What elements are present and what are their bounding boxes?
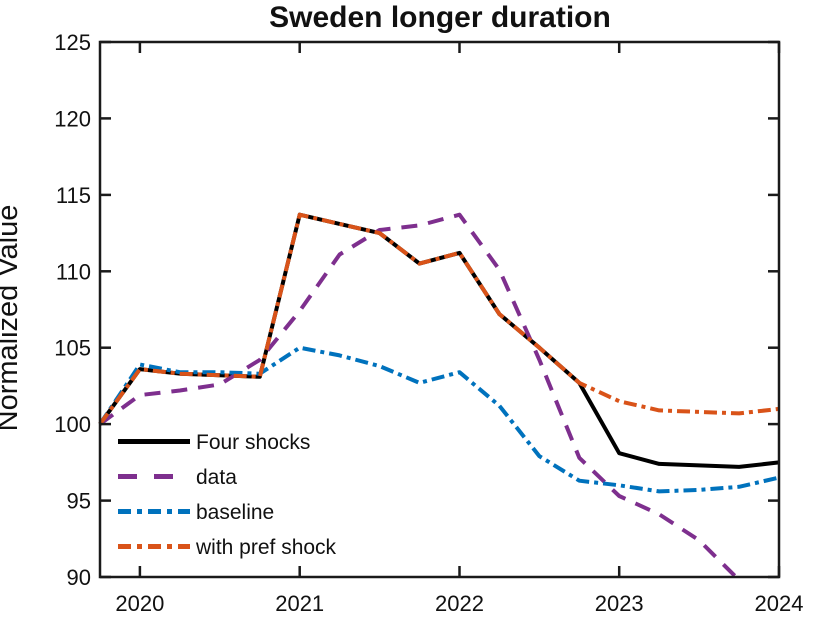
legend-item-data: data (118, 466, 237, 489)
x-tick-label: 2022 (435, 591, 484, 616)
y-tick-label: 105 (54, 336, 91, 361)
y-tick-label: 115 (56, 183, 91, 208)
axes-layer: 2020 2021 2022 2023 2024 90 95 100 105 110 115 120 1… (54, 30, 803, 616)
x-tick-label: 2024 (755, 591, 804, 616)
y-tick-label: 100 (54, 412, 91, 437)
chart-title: Sweden longer duration (269, 1, 611, 34)
legend-label-data: data (196, 466, 237, 489)
series-baseline-line (98, 345, 780, 494)
series-with-pref-shock-line (98, 212, 780, 426)
legend-item-with-pref-shock: with pref shock (118, 536, 337, 559)
y-tick-label: 110 (56, 259, 91, 284)
x-tick-label: 2023 (595, 591, 644, 616)
y-tick-label: 125 (54, 30, 91, 55)
legend-label-baseline: baseline (196, 501, 274, 524)
plot-border (98, 40, 781, 579)
legend-item-four-shocks: Four shocks (118, 431, 310, 454)
legend-label-with-pref-shock: with pref shock (195, 536, 337, 559)
legend-item-baseline: baseline (118, 501, 274, 524)
x-tick-label: 2021 (275, 591, 324, 616)
legend: Four shocks data baseline with pref shock (118, 431, 337, 559)
series-data-line (98, 212, 739, 577)
plot-series-layer (98, 212, 780, 577)
y-axis-label: Normalized Value (0, 205, 24, 432)
legend-label-four-shocks: Four shocks (196, 431, 310, 454)
y-tick-label: 90 (67, 565, 91, 590)
x-tick-label: 2020 (115, 591, 164, 616)
series-four-shocks-line (98, 212, 780, 469)
y-tick-label: 95 (67, 489, 91, 514)
y-tick-label: 120 (54, 106, 91, 131)
